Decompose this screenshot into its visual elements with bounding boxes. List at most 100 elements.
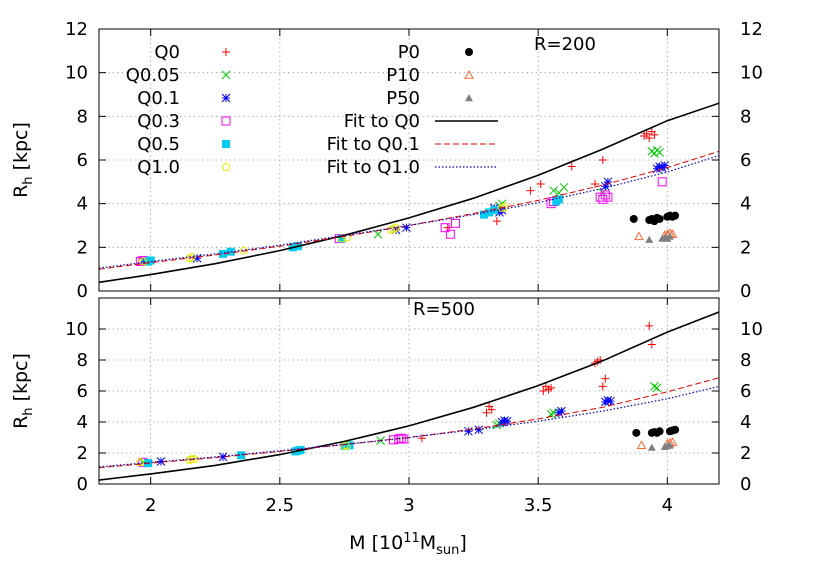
r200-point-q1-0: [138, 256, 148, 266]
r500-point-p0: [632, 428, 641, 437]
legend-marker-q0-3: [221, 116, 231, 126]
legend-label-p50: P50: [386, 88, 420, 109]
r200-y2-tick-label: 6: [740, 150, 751, 171]
legend-label-p0: P0: [398, 42, 420, 63]
r500-y-tick-label: 2: [77, 443, 88, 464]
r200-y2-tick-label: 4: [740, 194, 751, 215]
r200-point-q0-3: [445, 229, 455, 239]
r200-point-q1-0: [500, 202, 509, 211]
legend-marker-p0: [465, 48, 473, 56]
r500-point-q0-1: [603, 395, 613, 405]
r200-series-q1-0: [138, 202, 509, 266]
r500-point-q0: [598, 382, 607, 391]
r500-series-q0-5: [144, 441, 354, 468]
r200-point-q0-1: [655, 162, 664, 171]
r200-series-p50: [645, 232, 674, 243]
r500-plot-area: [99, 311, 719, 481]
r500-y-tick-label: 6: [77, 381, 88, 402]
r200-point-p0: [671, 211, 680, 220]
legend-marker-q0-5: [222, 140, 230, 148]
r500-panel-label: R=500: [413, 299, 475, 320]
legend-label-q0-1: Q0.1: [137, 88, 180, 109]
panel-r500: 0 0 2 2 4 4 6 6 8 8 10 10 2 2.5 3 3.5 4 R=500 Rh [kpc]: [10, 297, 763, 516]
r200-point-q0: [492, 217, 501, 226]
r500-line-fit-to-q1-0: [99, 385, 719, 468]
r500-series-p0: [632, 425, 680, 437]
r500-point-q0: [547, 383, 556, 392]
r500-point-q0-1: [554, 408, 564, 418]
x-tick-label: 4: [662, 495, 673, 516]
r200-series-p0: [629, 211, 680, 226]
r200-line-fit-to-q0: [99, 102, 719, 284]
legend-label-p10: P10: [386, 65, 420, 86]
legend-label-fit-to-q0-1: Fit to Q0.1: [327, 134, 420, 155]
r500-point-p10: [667, 437, 678, 446]
r200-point-q1-0: [239, 245, 249, 255]
r200-point-q0-05: [373, 229, 383, 239]
r500-y-tick-label: 4: [77, 412, 88, 433]
r200-y-tick-label: 10: [65, 63, 88, 84]
r200-point-q0-5: [146, 256, 155, 265]
r200-point-q0-1: [192, 253, 202, 263]
r200-point-q0: [526, 186, 535, 195]
r200-point-q0: [642, 129, 651, 138]
legend-marker-q0-1: [221, 93, 231, 103]
r500-point-q0-1: [474, 425, 484, 435]
r200-point-q0-1: [603, 177, 613, 187]
r200-point-q1-0: [187, 252, 197, 261]
r200-point-p10: [634, 231, 644, 241]
panel-r200: 0 0 2 2 4 4 6 6 8 8 10 10 12 12 R=200 Rh [kpc]: [10, 19, 763, 302]
r200-y-tick-label: 6: [77, 150, 88, 171]
r500-point-p50: [647, 443, 656, 451]
r500-point-q1-0: [190, 454, 199, 463]
r200-line-fit-to-q1-0: [99, 155, 719, 269]
r500-point-q0-1: [156, 457, 166, 466]
r500-y2-tick-label: 10: [740, 319, 763, 340]
r500-y-axis-title: Rh [kpc]: [10, 353, 36, 429]
r200-frame: [98, 28, 720, 292]
r200-point-q0-5: [219, 249, 227, 258]
r200-y-axis-title: Rh [kpc]: [10, 122, 36, 198]
r500-y2-tick-label: 6: [740, 381, 751, 402]
legend-label-q1-0: Q1.0: [137, 157, 180, 178]
r500-line-fit-to-q0: [99, 311, 719, 481]
r200-y-tick-label: 12: [65, 19, 88, 40]
r500-series-q0: [417, 321, 656, 443]
r200-point-q0-1: [402, 223, 411, 233]
r200-point-q0-3: [595, 192, 605, 202]
r500-point-q0-1: [218, 452, 228, 462]
x-axis-title: M [1011Msun]: [349, 531, 467, 558]
r500-point-q1-0: [185, 455, 194, 464]
legend-marker-p50: [465, 94, 473, 102]
r500-y2-tick-label: 4: [740, 412, 751, 433]
r200-y-tick-label: 0: [77, 281, 88, 302]
r200-point-q0-5: [337, 234, 346, 243]
x-tick-label: 3: [403, 495, 414, 516]
r500-point-q0-5: [345, 441, 354, 450]
r200-y-tick-label: 2: [77, 237, 88, 258]
r500-point-q0-1: [557, 406, 566, 416]
r500-point-p0: [671, 425, 680, 434]
r200-panel-label: R=200: [534, 34, 596, 55]
legend-marker-q1-0: [221, 162, 231, 171]
r500-point-q0: [539, 387, 548, 395]
r500-point-p0: [655, 427, 664, 436]
r500-point-q0: [482, 408, 491, 417]
r200-point-q0: [650, 130, 659, 139]
r500-point-q0: [647, 340, 656, 349]
r200-point-q0: [536, 180, 545, 189]
r200-point-q1-0: [497, 203, 507, 212]
r200-point-q0-5: [226, 247, 235, 256]
r200-point-p50: [645, 235, 654, 243]
r500-line-fit-to-q0-1: [99, 377, 719, 469]
r200-y2-tick-label: 10: [740, 63, 763, 84]
legend-marker-q0-05: [221, 70, 231, 80]
r500-y2-tick-label: 2: [740, 443, 751, 464]
r500-point-q1-0: [135, 457, 145, 466]
r500-series-q0-1: [143, 395, 615, 468]
r200-point-p50: [665, 232, 674, 240]
legend-label-q0: Q0: [154, 42, 180, 63]
r500-point-p50: [665, 441, 674, 449]
r200-point-q0-3: [600, 190, 610, 200]
